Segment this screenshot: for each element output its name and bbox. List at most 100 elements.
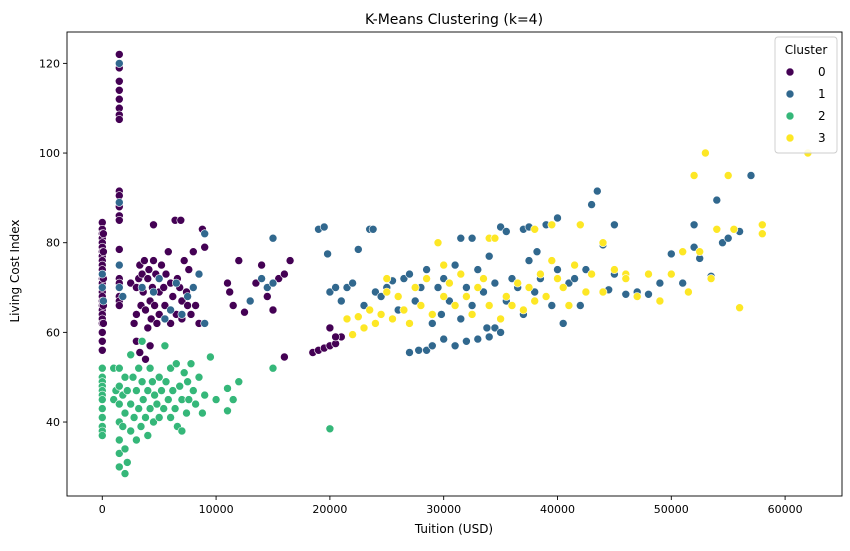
cluster-0-point <box>98 328 107 337</box>
cluster-3-point <box>342 314 352 324</box>
cluster-1-point <box>183 292 192 301</box>
cluster-0-point <box>176 216 186 225</box>
cluster-1-point <box>98 269 107 279</box>
legend-box <box>774 36 838 154</box>
cluster-1-point <box>353 245 363 254</box>
cluster-1-point <box>257 274 266 283</box>
x-tick-label: 0 <box>99 503 106 516</box>
cluster-1-point <box>371 287 380 297</box>
cluster-0-point <box>225 287 234 297</box>
cluster-2-point <box>123 458 132 467</box>
cluster-1-point <box>445 296 454 306</box>
cluster-3-point <box>723 171 733 180</box>
cluster-1-point <box>268 278 278 288</box>
cluster-1-point <box>718 238 727 247</box>
cluster-3-point <box>501 292 511 301</box>
cluster-3-point <box>473 283 483 292</box>
y-tick-label: 80 <box>46 237 60 250</box>
cluster-1-point <box>194 269 204 279</box>
legend-title: Cluster <box>785 43 828 57</box>
cluster-2-point <box>154 413 164 422</box>
cluster-3-point <box>706 274 716 283</box>
cluster-0-point <box>115 245 124 254</box>
cluster-1-point <box>115 59 124 68</box>
x-tick-label: 50000 <box>654 503 689 516</box>
cluster-0-point <box>274 274 284 283</box>
cluster-0-point <box>331 332 340 342</box>
cluster-3-point <box>581 287 591 297</box>
cluster-2-point <box>268 363 278 373</box>
cluster-1-point <box>621 289 631 299</box>
cluster-2-point <box>129 413 139 422</box>
cluster-1-point <box>200 319 209 328</box>
cluster-1-point <box>427 319 437 328</box>
cluster-2-point <box>138 395 148 404</box>
cluster-2-point <box>98 404 107 413</box>
cluster-3-point <box>393 292 403 301</box>
cluster-1-point <box>712 195 722 205</box>
cluster-3-point <box>456 269 466 279</box>
cluster-0-point <box>285 256 295 265</box>
cluster-2-point <box>115 399 124 409</box>
cluster-0-point <box>143 274 153 283</box>
legend-label-2: 2 <box>818 109 826 123</box>
cluster-1-point <box>262 283 272 292</box>
cluster-2-point <box>189 386 198 395</box>
cluster-2-point <box>161 377 171 387</box>
cluster-3-point <box>553 274 562 283</box>
cluster-3-point <box>666 269 676 279</box>
x-axis-label: Tuition (USD) <box>414 522 493 536</box>
cluster-2-point <box>160 341 170 351</box>
cluster-1-point <box>484 332 494 342</box>
cluster-3-point <box>558 283 568 292</box>
legend-label-0: 0 <box>818 65 826 79</box>
cluster-1-point <box>490 323 500 333</box>
cluster-0-point <box>141 354 150 364</box>
cluster-0-point <box>234 256 244 265</box>
cluster-1-point <box>456 233 466 243</box>
cluster-3-point <box>735 303 744 313</box>
cluster-1-point <box>666 249 676 259</box>
chart-title: K-Means Clustering (k=4) <box>365 12 543 28</box>
cluster-1-point <box>462 336 471 346</box>
cluster-2-point <box>149 417 158 427</box>
cluster-1-point <box>166 305 175 315</box>
cluster-1-point <box>437 310 446 319</box>
cluster-2-point <box>211 395 221 404</box>
cluster-2-point <box>154 372 164 382</box>
cluster-3-point <box>371 319 380 328</box>
cluster-3-point <box>644 269 653 279</box>
cluster-2-point <box>120 469 130 478</box>
cluster-1-point <box>581 265 591 274</box>
x-tick-label: 60000 <box>768 503 803 516</box>
plot-area-frame <box>66 31 843 497</box>
cluster-2-point <box>223 406 232 416</box>
x-tick-label: 30000 <box>426 503 461 516</box>
cluster-0-point <box>129 319 139 328</box>
cluster-1-point <box>376 292 386 301</box>
cluster-3-point <box>610 265 619 274</box>
cluster-3-point <box>530 225 540 234</box>
cluster-1-point <box>558 319 568 328</box>
cluster-1-point <box>98 283 107 292</box>
cluster-3-point <box>689 171 699 180</box>
cluster-2-point <box>183 377 192 387</box>
cluster-2-point <box>115 363 124 373</box>
cluster-1-point <box>399 274 409 283</box>
y-tick-label: 120 <box>39 57 60 70</box>
cluster-1-point <box>689 220 699 230</box>
cluster-1-point <box>530 287 540 297</box>
cluster-0-point <box>325 323 335 333</box>
cluster-1-point <box>746 171 756 180</box>
cluster-3-point <box>524 283 534 292</box>
cluster-2-point <box>223 384 232 393</box>
cluster-2-point <box>157 386 166 395</box>
cluster-2-point <box>159 404 168 413</box>
cluster-1-point <box>570 274 579 283</box>
cluster-1-point <box>592 186 602 196</box>
cluster-1-point <box>501 227 511 236</box>
cluster-2-point <box>179 368 189 378</box>
cluster-3-point <box>450 301 460 310</box>
